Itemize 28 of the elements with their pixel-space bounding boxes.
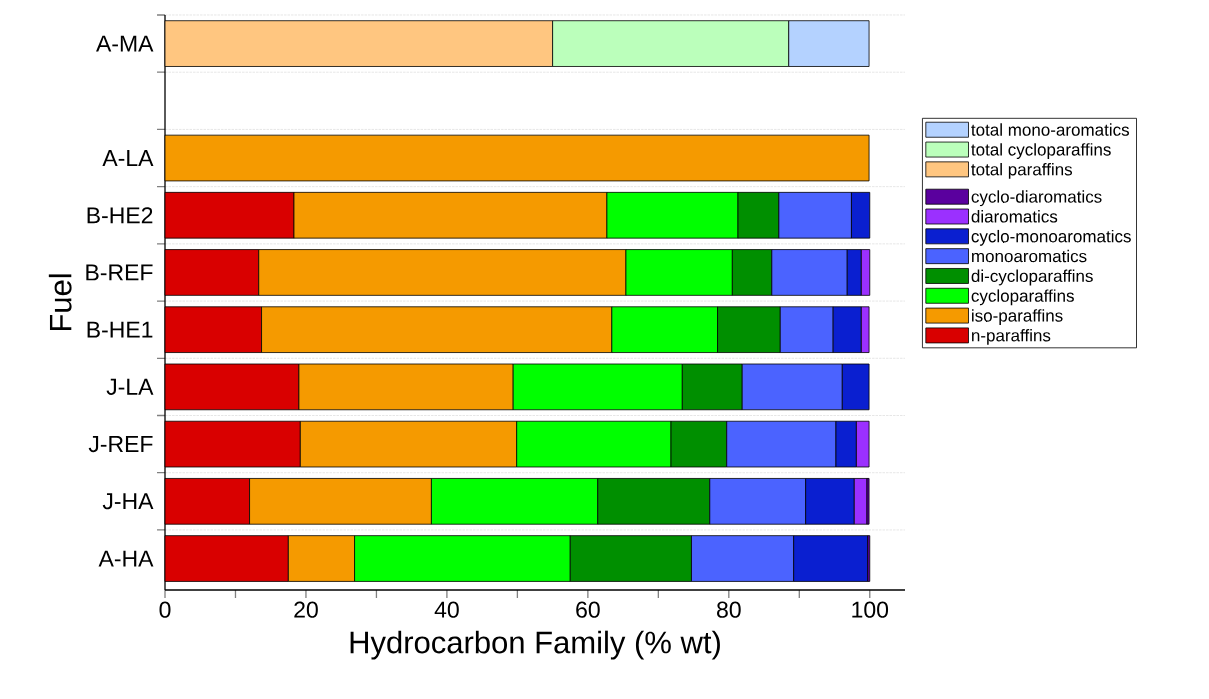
x-tick-label: 80 bbox=[717, 601, 741, 618]
legend-label: cyclo-monoaromatics bbox=[971, 229, 1131, 246]
x-tick-label: 100 bbox=[852, 601, 889, 618]
legend-label: di-cycloparaffins bbox=[971, 269, 1093, 286]
y-tick-label: A-MA bbox=[96, 35, 154, 52]
y-tick-label: B-HE1 bbox=[87, 321, 153, 338]
x-tick-label: 40 bbox=[434, 601, 459, 618]
y-tick-label: J-HA bbox=[102, 493, 154, 510]
x-axis-title: Hydrocarbon Family (% wt) bbox=[350, 630, 720, 660]
y-tick-label: J-LA bbox=[106, 378, 154, 395]
legend-label: cyclo-diaromatics bbox=[971, 190, 1102, 207]
y-tick-label: A-LA bbox=[102, 150, 154, 166]
x-tick-label: 60 bbox=[576, 601, 600, 618]
y-tick-label: A-HA bbox=[98, 550, 154, 567]
legend-label: total paraffins bbox=[971, 162, 1073, 179]
x-tick-label: 0 bbox=[159, 601, 171, 618]
legend-label: monoaromatics bbox=[972, 249, 1087, 263]
y-tick-label: B-REF bbox=[86, 264, 153, 281]
legend-label: total mono-aromatics bbox=[971, 123, 1129, 136]
x-tick-label: 20 bbox=[294, 601, 318, 618]
y-tick-label: B-HE2 bbox=[87, 207, 153, 224]
legend-label: cycloparaffins bbox=[971, 289, 1074, 306]
y-tick-label: J-REF bbox=[88, 436, 153, 453]
legend-label: iso-paraffins bbox=[972, 309, 1063, 326]
y-axis-title: Fuel bbox=[48, 274, 72, 331]
legend-label: total cycloparaffins bbox=[971, 143, 1111, 159]
legend-label: diaromatics bbox=[971, 210, 1058, 223]
legend-label: n-paraffins bbox=[972, 329, 1051, 345]
